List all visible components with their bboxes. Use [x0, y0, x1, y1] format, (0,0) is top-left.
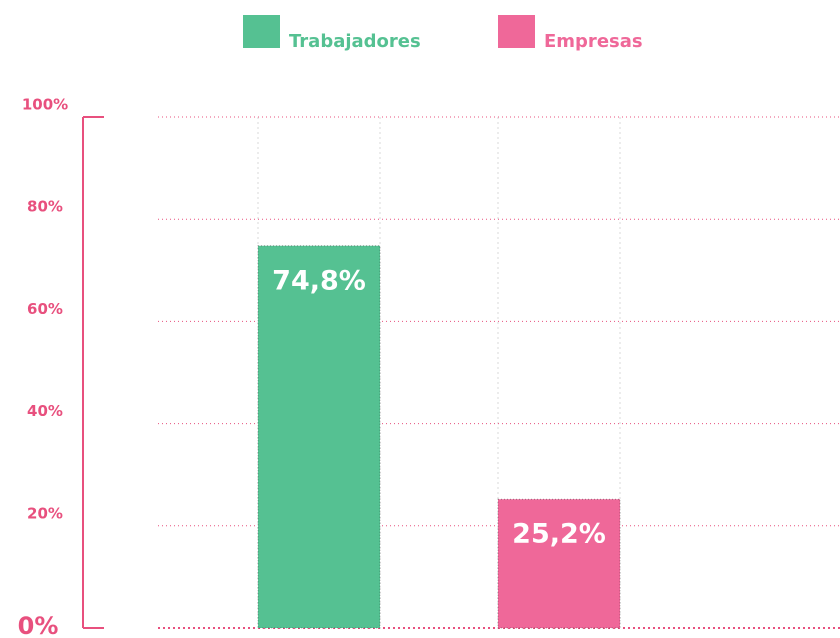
y-tick-label: 20%	[27, 504, 63, 522]
y-tick-label: 40%	[27, 402, 63, 420]
bar	[257, 245, 381, 629]
legend-label: Trabajadores	[289, 31, 421, 52]
legend-label: Empresas	[544, 31, 643, 52]
y-tick-label: 80%	[27, 198, 63, 216]
y-tick-label: 0%	[18, 612, 59, 638]
bar	[497, 498, 621, 629]
legend-swatch	[243, 15, 280, 48]
data-label: 25,2%	[512, 519, 606, 550]
y-tick-label: 60%	[27, 300, 63, 318]
data-label: 74,8%	[272, 265, 366, 296]
legend-swatch	[498, 15, 535, 48]
y-tick-label: 100%	[22, 96, 68, 114]
